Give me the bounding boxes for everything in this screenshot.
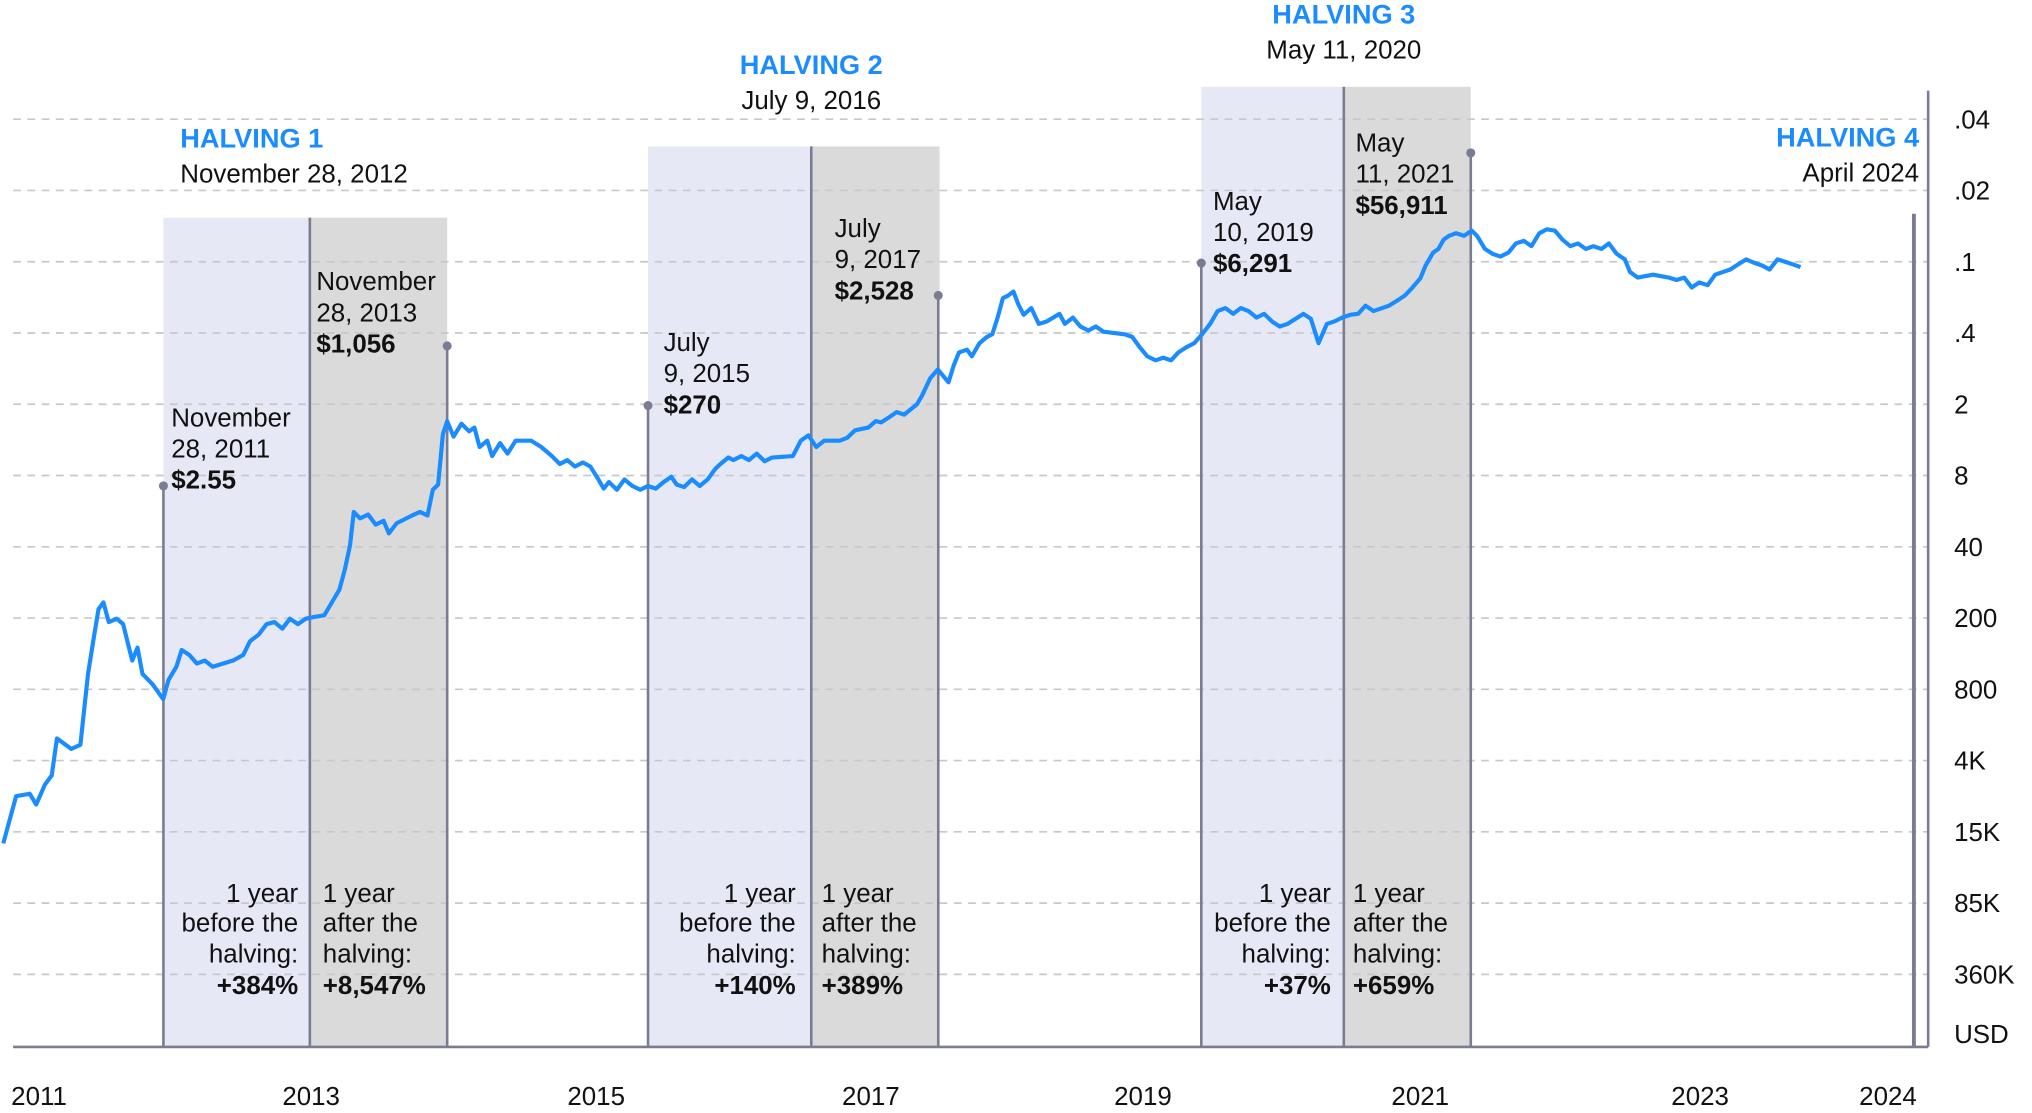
x-tick-label: 2011 bbox=[11, 1083, 67, 1111]
callout-price: $270 bbox=[664, 391, 722, 419]
change-percent: +140% bbox=[714, 972, 795, 1000]
callout-price: $1,056 bbox=[316, 330, 395, 358]
halving-date: April 2024 bbox=[1802, 159, 1919, 187]
price-line bbox=[1, 227, 1802, 844]
change-caption: 1 year bbox=[724, 880, 796, 908]
after-halving-band bbox=[1343, 86, 1471, 1047]
callout-date: 28, 2011 bbox=[171, 435, 270, 463]
before-halving-band bbox=[163, 217, 310, 1047]
halving-title: HALVING 3 bbox=[1272, 0, 1415, 29]
change-caption: halving: bbox=[1353, 941, 1442, 969]
change-caption: before the bbox=[1214, 910, 1331, 938]
change-caption: 1 year bbox=[822, 880, 894, 908]
change-caption: after the bbox=[323, 910, 418, 938]
y-tick-label: .02 bbox=[1954, 178, 1990, 206]
y-tick-label: 360K bbox=[1954, 961, 2015, 989]
after-halving-band bbox=[811, 146, 940, 1047]
y-tick-label: 4K bbox=[1954, 748, 1986, 776]
y-tick-label: .4 bbox=[1954, 320, 1976, 348]
change-caption: 1 year bbox=[226, 880, 298, 908]
change-percent: +659% bbox=[1353, 972, 1434, 1000]
x-tick-label: 2017 bbox=[842, 1083, 900, 1111]
x-tick-label: 2024 bbox=[1859, 1083, 1917, 1111]
change-caption: halving: bbox=[323, 941, 412, 969]
y-tick-label: 2 bbox=[1954, 391, 1968, 419]
callout-date: 28, 2013 bbox=[316, 299, 417, 327]
x-tick-label: 2019 bbox=[1114, 1083, 1172, 1111]
callout-date: July bbox=[835, 215, 881, 243]
callout-date: May bbox=[1355, 130, 1404, 158]
callout-price: $6,291 bbox=[1213, 250, 1292, 278]
change-caption: before the bbox=[182, 910, 299, 938]
y-tick-label: 15K bbox=[1954, 819, 2000, 847]
before-halving-band bbox=[648, 146, 812, 1047]
change-percent: +8,547% bbox=[323, 972, 426, 1000]
y-tick-label: 8 bbox=[1954, 463, 1968, 491]
change-caption: after the bbox=[822, 910, 917, 938]
callout-dot bbox=[442, 341, 452, 351]
after-halving-band bbox=[309, 217, 448, 1047]
before-halving-band bbox=[1201, 86, 1344, 1047]
y-tick-label: 85K bbox=[1954, 890, 2000, 918]
callout-price: $56,911 bbox=[1355, 192, 1447, 220]
change-caption: halving: bbox=[706, 941, 795, 969]
callout-price: $2,528 bbox=[835, 277, 914, 305]
change-caption: halving: bbox=[1242, 941, 1331, 969]
callout-dot bbox=[158, 481, 168, 491]
callout-dot bbox=[933, 290, 943, 300]
y-tick-label: .04 bbox=[1954, 106, 1990, 134]
callout-date: May bbox=[1213, 188, 1262, 216]
halving-date: May 11, 2020 bbox=[1266, 36, 1421, 64]
callout-date: November bbox=[171, 404, 291, 432]
y-tick-label: 800 bbox=[1954, 676, 1997, 704]
callout-date: 9, 2015 bbox=[664, 360, 750, 388]
callout-date: November bbox=[316, 268, 436, 296]
x-tick-label: 2015 bbox=[567, 1083, 625, 1111]
change-caption: halving: bbox=[822, 941, 911, 969]
change-percent: +37% bbox=[1264, 972, 1331, 1000]
callout-date: 9, 2017 bbox=[835, 246, 921, 274]
change-percent: +384% bbox=[217, 972, 298, 1000]
callout-dot bbox=[1466, 148, 1476, 158]
x-tick-label: 2013 bbox=[282, 1083, 340, 1111]
callout-date: 10, 2019 bbox=[1213, 219, 1314, 247]
callout-price: $2.55 bbox=[171, 466, 236, 494]
change-caption: halving: bbox=[209, 941, 298, 969]
halving-title: HALVING 4 bbox=[1776, 121, 1919, 152]
halving-date: July 9, 2016 bbox=[741, 87, 881, 115]
change-caption: 1 year bbox=[323, 880, 395, 908]
x-tick-label: 2021 bbox=[1391, 1083, 1449, 1111]
callout-date: 11, 2021 bbox=[1355, 161, 1454, 189]
y-tick-label: .1 bbox=[1954, 249, 1976, 277]
callout-dot bbox=[643, 401, 653, 411]
x-tick-label: 2023 bbox=[1671, 1083, 1729, 1111]
y-unit-label: USD bbox=[1954, 1021, 2009, 1049]
change-caption: 1 year bbox=[1259, 880, 1331, 908]
y-tick-label: 200 bbox=[1954, 605, 1997, 633]
change-percent: +389% bbox=[822, 972, 903, 1000]
callout-dot bbox=[1196, 258, 1206, 268]
halving-title: HALVING 1 bbox=[180, 123, 323, 154]
change-caption: after the bbox=[1353, 910, 1448, 938]
halving-title: HALVING 2 bbox=[740, 49, 883, 80]
halving-date: November 28, 2012 bbox=[180, 161, 408, 189]
change-caption: before the bbox=[679, 910, 796, 938]
y-tick-label: 40 bbox=[1954, 534, 1983, 562]
callout-date: July bbox=[664, 329, 710, 357]
change-caption: 1 year bbox=[1353, 880, 1425, 908]
